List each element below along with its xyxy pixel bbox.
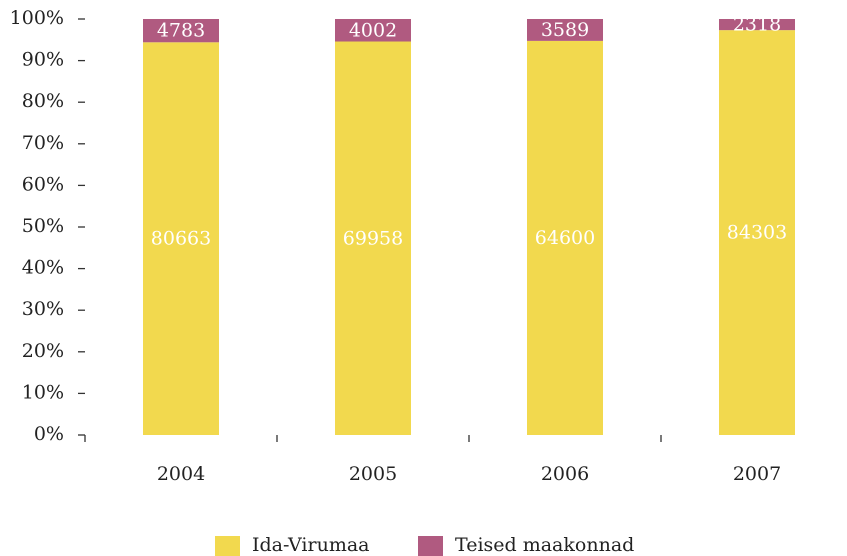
bar-segment (143, 42, 219, 436)
y-tick-label: 20% (22, 340, 64, 362)
x-tick-label: 2006 (541, 463, 589, 485)
data-label: 64600 (535, 227, 595, 249)
data-label: 80663 (151, 228, 211, 250)
bar-segment (143, 19, 219, 43)
y-tick-label: 70% (22, 132, 64, 154)
data-label: 4002 (349, 19, 397, 41)
bar-segment (335, 19, 411, 42)
legend-label: Ida-Virumaa (252, 534, 370, 556)
y-tick-label: 30% (22, 298, 64, 320)
bar-segment (719, 30, 795, 436)
bar-segment (527, 19, 603, 41)
bar-segment (719, 19, 795, 31)
x-tick-label: 2007 (733, 463, 781, 485)
bar-segment (335, 41, 411, 436)
data-label: 69958 (343, 227, 403, 249)
x-tick-label: 2004 (157, 463, 205, 485)
data-label: 2318 (733, 14, 781, 36)
y-tick-label: 60% (22, 173, 64, 195)
legend-swatch (418, 536, 443, 556)
data-label: 3589 (541, 19, 589, 41)
legend-swatch (215, 536, 240, 556)
data-label: 84303 (727, 222, 787, 244)
y-tick-label: 80% (22, 90, 64, 112)
y-tick-label: 50% (22, 215, 64, 237)
y-tick-label: 90% (22, 49, 64, 71)
x-tick-label: 2005 (349, 463, 397, 485)
y-tick-label: 40% (22, 257, 64, 279)
y-tick-label: 100% (10, 7, 64, 29)
legend-label: Teised maakonnad (455, 534, 634, 556)
y-tick-label: 0% (34, 423, 64, 445)
data-label: 4783 (157, 20, 205, 42)
bar-segment (527, 40, 603, 435)
y-tick-label: 10% (22, 381, 64, 403)
